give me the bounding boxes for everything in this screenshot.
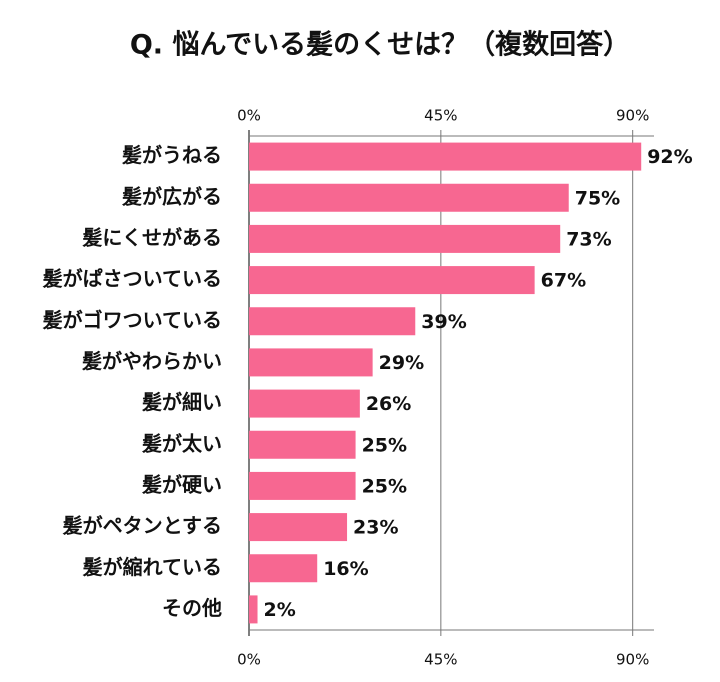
chart-title: Q. 悩んでいる髪のくせは？（複数回答） [130, 29, 630, 61]
value-label: 29% [379, 352, 424, 374]
value-label: 67% [541, 270, 586, 292]
y-tick-label: 髪がペタンとする [62, 514, 222, 538]
y-tick-label: その他 [162, 596, 222, 620]
value-label: 2% [264, 599, 296, 621]
x-tick-label: 0% [237, 651, 261, 669]
value-label: 25% [362, 434, 407, 456]
bar [249, 595, 258, 624]
bar [249, 307, 416, 336]
y-tick-label: 髪が太い [141, 431, 222, 455]
bar [249, 471, 356, 500]
bar [249, 348, 373, 377]
y-tick-label: 髪がうねる [121, 143, 222, 167]
bar [249, 142, 642, 171]
value-label: 39% [421, 311, 466, 333]
bar [249, 224, 561, 253]
y-tick-label: 髪がゴワついている [42, 308, 222, 332]
bar [249, 266, 535, 295]
value-label: 25% [362, 475, 407, 497]
bar [249, 554, 318, 583]
x-tick-label: 45% [424, 651, 457, 669]
y-tick-label: 髪が縮れている [82, 555, 222, 579]
value-label: 75% [575, 187, 620, 209]
y-tick-label: 髪がぱさついている [42, 267, 222, 291]
y-tick-label: 髪にくせがある [81, 225, 222, 249]
x-tick-label: 90% [616, 651, 649, 669]
bar [249, 513, 348, 542]
value-label: 26% [366, 393, 411, 415]
y-tick-label: 髪が広がる [121, 184, 222, 208]
y-tick-label: 髪が細い [141, 390, 222, 414]
y-tick-label: 髪がやわらかい [81, 349, 222, 373]
bar [249, 183, 569, 212]
x-tick-label: 90% [616, 107, 649, 125]
value-label: 23% [353, 517, 398, 539]
y-tick-label: 髪が硬い [141, 472, 222, 496]
value-label: 92% [647, 146, 692, 168]
x-tick-label: 0% [237, 107, 261, 125]
value-label: 73% [566, 228, 611, 250]
value-label: 16% [323, 558, 368, 580]
x-tick-label: 45% [424, 107, 457, 125]
bar [249, 389, 360, 418]
bar [249, 430, 356, 459]
